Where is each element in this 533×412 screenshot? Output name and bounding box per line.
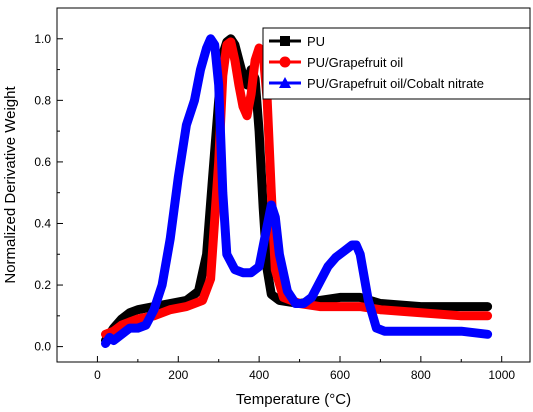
legend-square-marker [280, 36, 290, 46]
y-tick-label: 0.8 [34, 93, 51, 107]
series-line-1 [101, 34, 493, 345]
x-tick-label: 1000 [488, 368, 515, 382]
legend-circle-marker [279, 56, 291, 68]
y-tick-label: 0.2 [34, 278, 51, 292]
legend-label: PU/Grapefruit oil [307, 55, 403, 70]
y-tick-label: 0.0 [34, 340, 51, 354]
y-tick-label: 0.4 [34, 216, 51, 230]
plot-frame [56, 7, 531, 363]
y-tick-label: 1.0 [34, 32, 51, 46]
y-tick-label: 0.6 [34, 155, 51, 169]
series-line-2 [101, 37, 493, 339]
x-tick-label: 200 [168, 368, 188, 382]
legend: PU PU/Grapefruit oil PU/Grapefruit oil/Cob… [262, 27, 531, 100]
legend-label: PU/Grapefruit oil/Cobalt nitrate [307, 76, 484, 91]
legend-triangle-marker [279, 77, 291, 88]
x-tick-label: 400 [249, 368, 269, 382]
x-tick-label: 800 [411, 368, 431, 382]
series-2 [101, 37, 493, 339]
series-3 [101, 34, 493, 348]
legend-box [262, 27, 531, 100]
series-1 [101, 34, 493, 345]
x-tick-label: 0 [94, 368, 101, 382]
axes-layer: 0 200 400 600 800 1000 0.0 0.2 0.4 0.6 0.8 1.0 [34, 32, 515, 382]
series-line-3 [101, 34, 493, 348]
x-tick-label: 600 [330, 368, 350, 382]
legend-label: PU [307, 34, 325, 49]
series-layer [101, 34, 493, 348]
x-axis-title: Temperature (°C) [236, 391, 351, 408]
y-axis-title: Normalized Derivative Weight [2, 86, 19, 284]
